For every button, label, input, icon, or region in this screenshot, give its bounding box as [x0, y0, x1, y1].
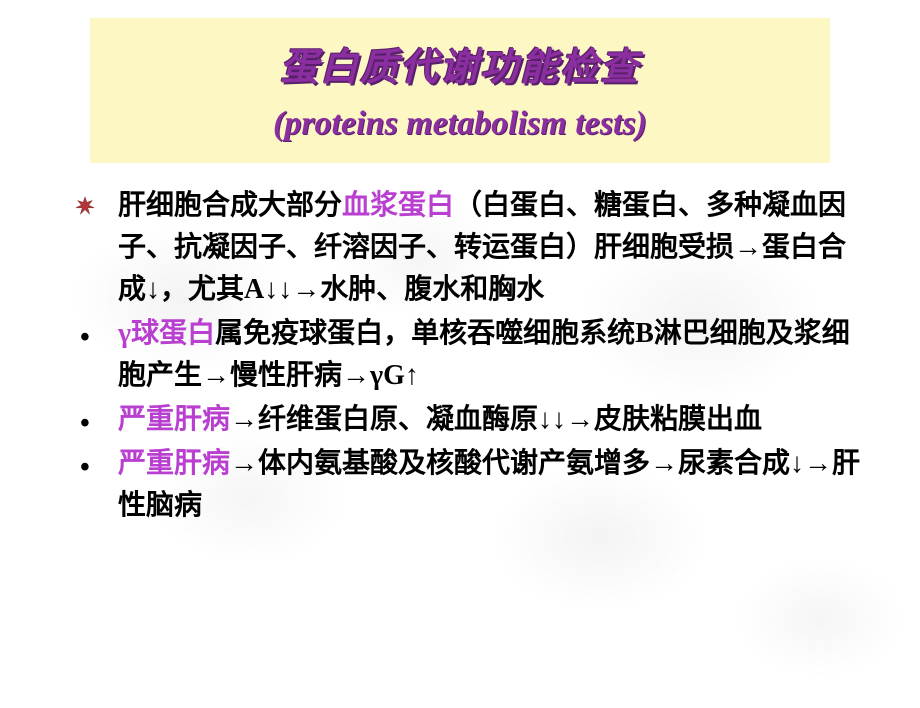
- list-item: • 严重肝病→体内氨基酸及核酸代谢产氨增多→尿素合成↓→肝性脑病: [68, 443, 872, 527]
- bullet-text: 肝细胞合成大部分血浆蛋白（白蛋白、糖蛋白、多种凝血因子、抗凝因子、纤溶因子、转运…: [118, 190, 846, 305]
- flower-bullet-icon: [74, 195, 96, 217]
- title-subtitle: (proteins metabolism tests): [100, 105, 820, 143]
- dot-bullet-icon: •: [80, 317, 90, 359]
- bullet-text: 严重肝病→纤维蛋白原、凝血酶原↓↓→皮肤粘膜出血: [118, 404, 762, 435]
- list-item: • 严重肝病→纤维蛋白原、凝血酶原↓↓→皮肤粘膜出血: [68, 399, 872, 441]
- title-box: 蛋白质代谢功能检查 (proteins metabolism tests): [90, 18, 830, 163]
- list-item: 肝细胞合成大部分血浆蛋白（白蛋白、糖蛋白、多种凝血因子、抗凝因子、纤溶因子、转运…: [68, 185, 872, 311]
- title-main: 蛋白质代谢功能检查: [100, 36, 820, 91]
- bullet-text: 严重肝病→体内氨基酸及核酸代谢产氨增多→尿素合成↓→肝性脑病: [118, 448, 860, 521]
- dot-bullet-icon: •: [80, 403, 90, 445]
- dot-bullet-icon: •: [80, 447, 90, 489]
- list-item: • γ球蛋白属免疫球蛋白，单核吞噬细胞系统B淋巴细胞及浆细胞产生→慢性肝病→γG…: [68, 313, 872, 397]
- bullet-text: γ球蛋白属免疫球蛋白，单核吞噬细胞系统B淋巴细胞及浆细胞产生→慢性肝病→γG↑: [118, 318, 850, 391]
- content-area: 肝细胞合成大部分血浆蛋白（白蛋白、糖蛋白、多种凝血因子、抗凝因子、纤溶因子、转运…: [68, 185, 872, 527]
